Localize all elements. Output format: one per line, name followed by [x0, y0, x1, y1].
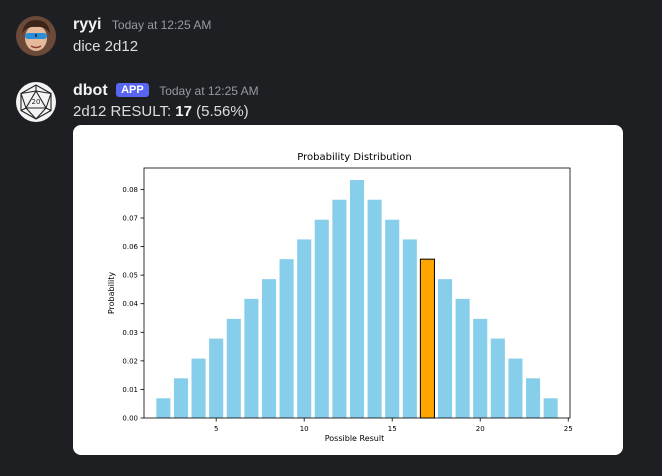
- result-suffix: (5.56%): [191, 103, 249, 120]
- x-tick-label: 10: [300, 425, 309, 433]
- y-tick-label: 0.01: [122, 386, 138, 394]
- y-tick-label: 0.05: [122, 272, 138, 280]
- app-badge: APP: [116, 83, 149, 97]
- y-tick-label: 0.04: [122, 300, 138, 308]
- bar: [209, 338, 224, 418]
- plot-frame: [143, 167, 571, 419]
- bar: [244, 298, 259, 418]
- x-tick-label: 5: [214, 425, 218, 433]
- bar: [508, 358, 523, 418]
- y-tick-label: 0.08: [122, 186, 138, 194]
- bar: [402, 239, 417, 418]
- y-tick-label: 0.03: [122, 329, 138, 337]
- bar: [156, 398, 171, 418]
- bar: [349, 180, 365, 418]
- chart-attachment[interactable]: Probability Distribution 5 10 15 20 25 0.00 0.…: [73, 125, 623, 455]
- bar: [385, 219, 400, 418]
- bar: [455, 298, 470, 418]
- bar: [490, 338, 505, 418]
- timestamp: Today at 12:25 AM: [111, 18, 212, 32]
- bar-highlighted: [419, 258, 435, 419]
- bar: [297, 239, 312, 418]
- y-tick-label: 0.07: [122, 215, 138, 223]
- bar: [473, 318, 488, 418]
- x-tick-label: 15: [388, 425, 397, 433]
- username[interactable]: dbot: [73, 82, 108, 99]
- result-text: 2d12 RESULT: 17 (5.56%): [73, 103, 249, 120]
- y-axis-label: Probability: [107, 272, 116, 315]
- bar: [543, 398, 558, 418]
- bar: [191, 358, 206, 418]
- result-value: 17: [175, 103, 192, 120]
- x-tick-label: 25: [564, 425, 573, 433]
- bar: [525, 378, 541, 418]
- bar: [314, 219, 329, 418]
- username[interactable]: ryyi: [73, 16, 102, 33]
- bar: [332, 199, 347, 418]
- probability-chart: Probability Distribution 5 10 15 20 25 0.00 0.…: [107, 152, 573, 443]
- user-avatar[interactable]: [16, 16, 56, 56]
- d20-icon[interactable]: 20: [16, 82, 56, 122]
- bar: [261, 279, 277, 418]
- y-tick-label: 0.02: [122, 357, 138, 365]
- y-tick-label: 0.00: [122, 415, 138, 423]
- svg-text:20: 20: [32, 98, 41, 106]
- message-text: dice 2d12: [73, 38, 139, 55]
- bar: [279, 259, 294, 418]
- timestamp: Today at 12:25 AM: [159, 84, 259, 98]
- result-prefix: 2d12 RESULT:: [73, 103, 176, 120]
- y-tick-label: 0.06: [122, 243, 138, 251]
- x-tick-label: 20: [476, 425, 485, 433]
- x-axis-label: Possible Result: [325, 434, 384, 443]
- bar: [226, 318, 241, 418]
- bar: [437, 279, 453, 418]
- bar: [367, 199, 382, 418]
- bar: [173, 378, 189, 418]
- chart-title: Probability Distribution: [297, 152, 411, 163]
